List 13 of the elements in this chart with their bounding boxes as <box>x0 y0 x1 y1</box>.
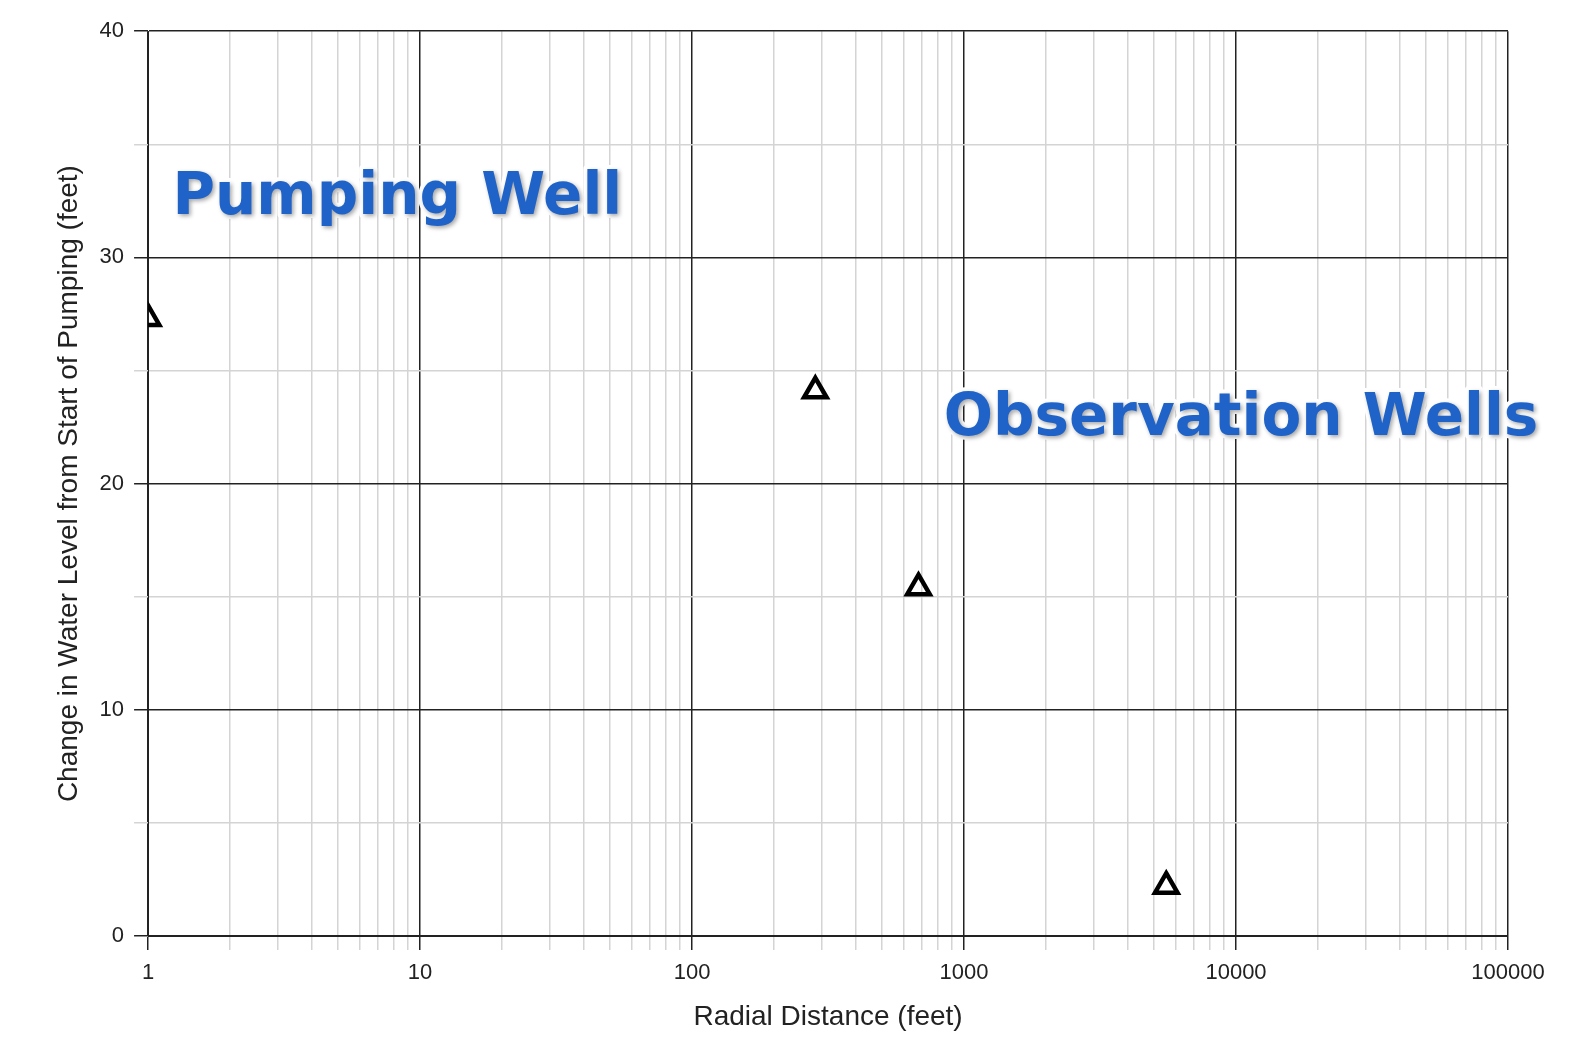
x-tick-label: 10000 <box>1205 959 1267 985</box>
y-tick-label: 40 <box>99 17 125 43</box>
x-tick-label: 1000 <box>939 959 989 985</box>
x-tick-label: 100 <box>673 959 711 985</box>
y-tick-label: 10 <box>99 695 125 721</box>
y-tick-label: 30 <box>99 243 125 269</box>
x-axis-title: Radial Distance (feet) <box>693 999 963 1031</box>
y-tick-label: 0 <box>111 922 125 948</box>
x-tick-label: 100000 <box>1471 959 1545 985</box>
x-tick-label: 10 <box>407 959 433 985</box>
y-tick-label: 20 <box>99 469 125 495</box>
y-axis-title: Change in Water Level from Start of Pumping (feet) <box>51 165 83 803</box>
x-tick-label: 1 <box>141 959 155 985</box>
